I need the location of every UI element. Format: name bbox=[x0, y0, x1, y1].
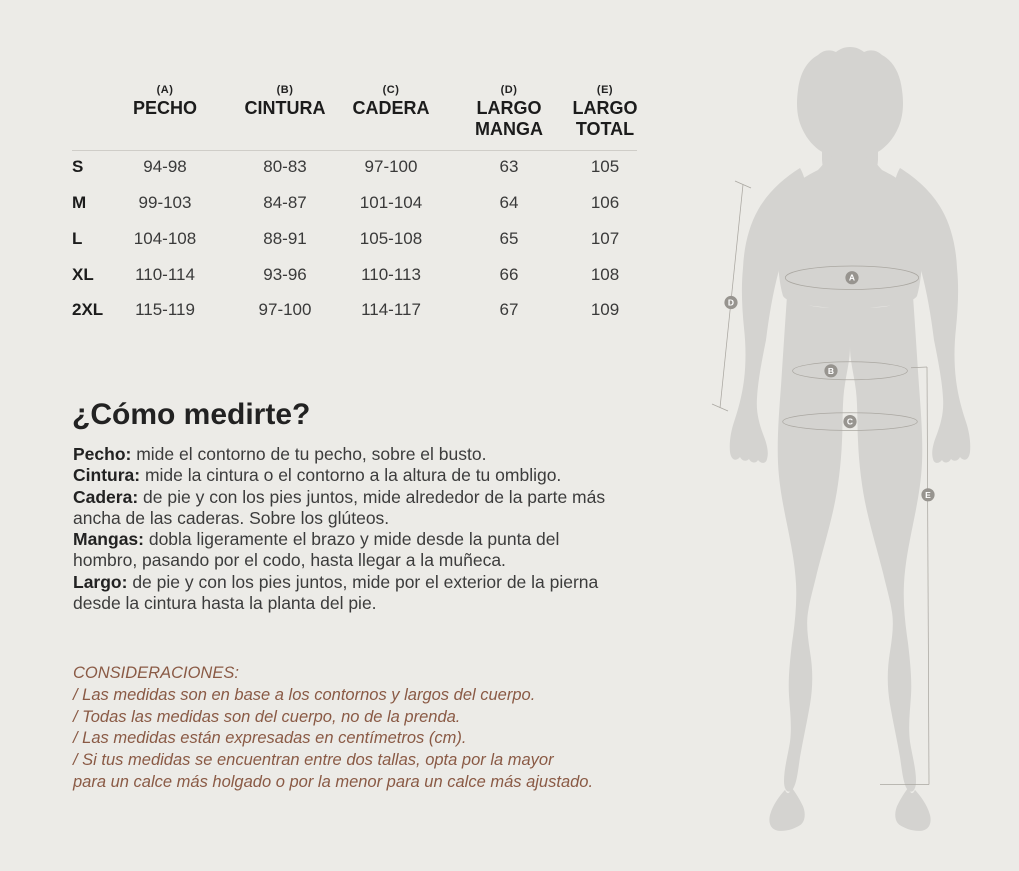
svg-text:E: E bbox=[925, 490, 931, 500]
svg-text:D: D bbox=[728, 298, 734, 308]
svg-text:A: A bbox=[849, 273, 855, 283]
svg-text:B: B bbox=[828, 366, 834, 376]
svg-text:C: C bbox=[847, 417, 853, 427]
